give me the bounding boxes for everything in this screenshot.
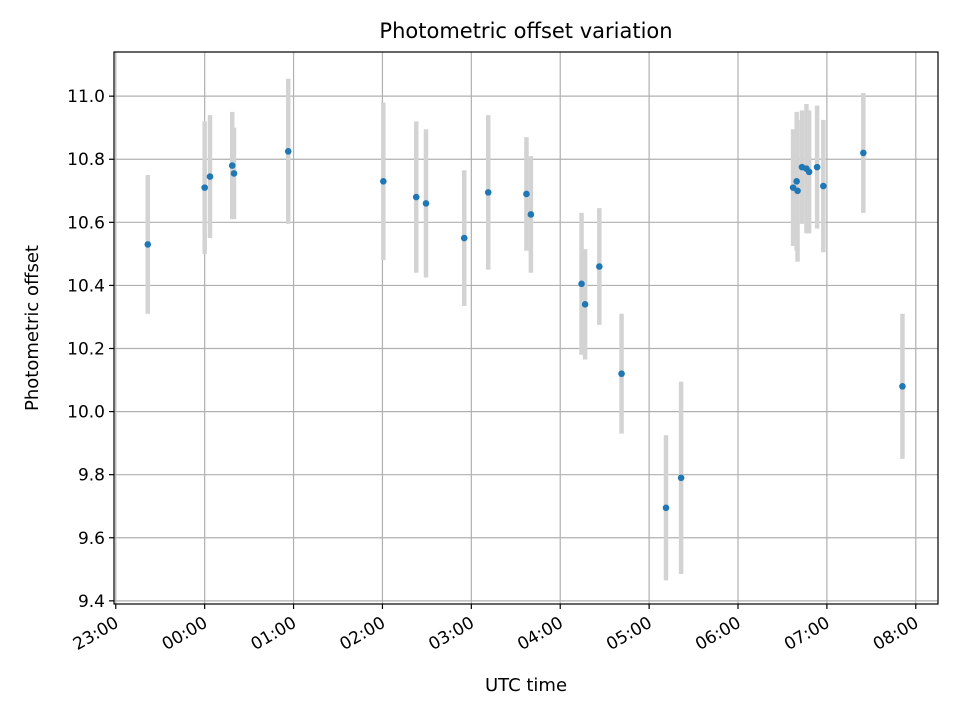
data-point <box>805 168 813 176</box>
data-point <box>677 474 685 482</box>
data-point <box>412 193 420 201</box>
data-points <box>144 148 906 512</box>
data-point <box>578 280 585 288</box>
data-point <box>794 187 801 195</box>
y-tick-label: 9.6 <box>78 529 105 549</box>
data-point <box>899 383 906 390</box>
data-point <box>820 182 827 190</box>
data-point <box>860 149 867 157</box>
y-tick-label: 11.0 <box>67 87 105 107</box>
data-point <box>523 190 530 198</box>
chart-title: Photometric offset variation <box>379 19 672 43</box>
plot-frame <box>113 51 939 605</box>
y-tick-label: 10.6 <box>67 213 105 233</box>
y-axis-ticks: 9.4 9.6 9.8 10.0 10.2 10.4 10.6 10.8 11.0 <box>67 87 114 612</box>
y-tick-label: 9.4 <box>78 592 105 612</box>
y-tick-label: 10.2 <box>67 340 105 360</box>
y-tick-label: 9.8 <box>78 466 105 486</box>
data-point <box>793 178 800 185</box>
x-axis-label: UTC time <box>485 675 567 696</box>
data-point <box>422 200 430 207</box>
data-point <box>380 178 387 185</box>
data-point <box>581 301 589 308</box>
y-tick-label: 10.8 <box>67 150 105 170</box>
data-point <box>460 234 468 242</box>
data-point <box>596 263 603 270</box>
data-point <box>284 148 292 155</box>
data-point <box>662 504 670 512</box>
data-point <box>228 162 236 169</box>
data-point <box>484 189 492 196</box>
data-point <box>618 370 625 378</box>
grid <box>114 52 938 604</box>
data-point <box>230 170 238 177</box>
y-tick-label: 10.4 <box>67 276 105 296</box>
data-point <box>206 173 214 180</box>
data-point <box>201 184 208 191</box>
data-point <box>144 241 152 248</box>
y-tick-label: 10.0 <box>67 403 105 423</box>
data-point <box>527 211 535 218</box>
data-point <box>813 163 821 171</box>
y-axis-label: Photometric offset <box>22 245 43 411</box>
